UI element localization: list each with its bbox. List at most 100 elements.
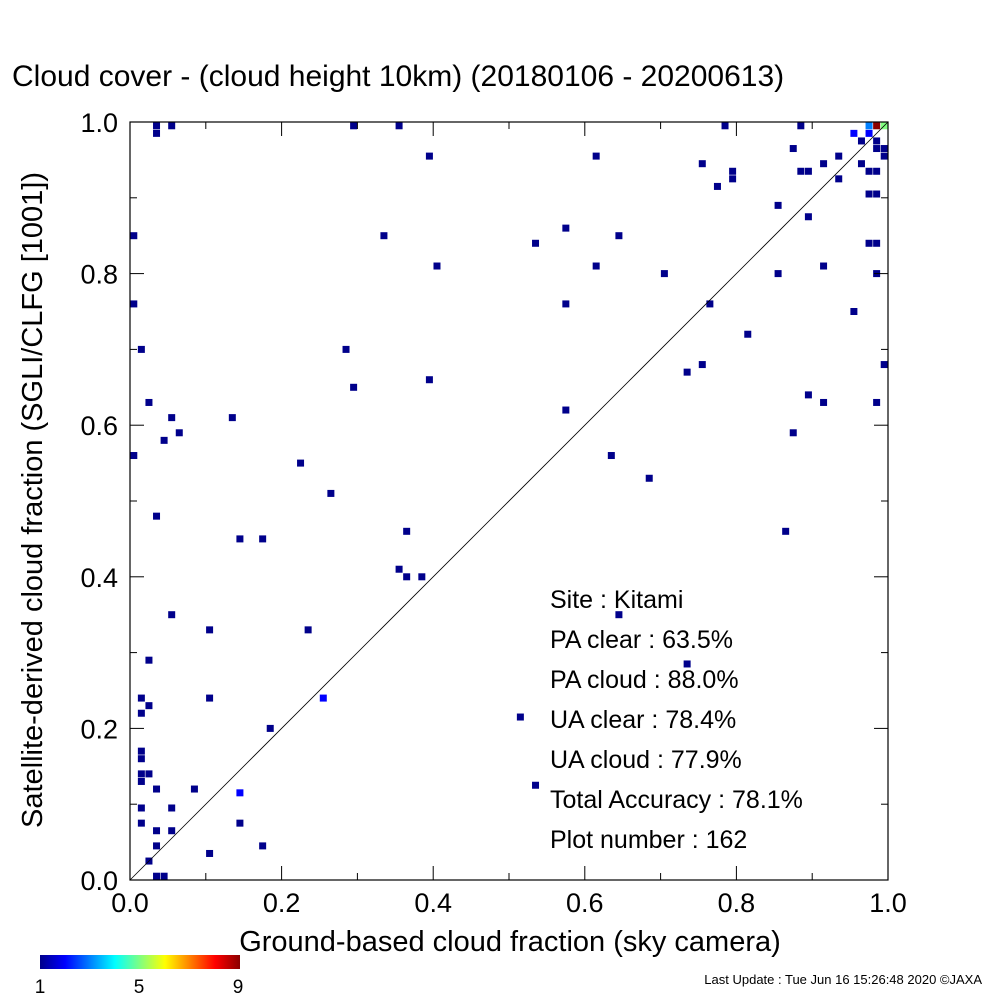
data-point — [592, 262, 600, 270]
data-point — [236, 535, 244, 543]
data-point — [153, 827, 161, 835]
y-tick-label: 0.6 — [80, 411, 118, 441]
data-point — [153, 785, 161, 793]
data-point — [865, 190, 873, 198]
data-point — [160, 436, 168, 444]
data-point — [835, 175, 843, 183]
data-point — [425, 376, 433, 384]
data-point — [804, 391, 812, 399]
data-point — [873, 137, 881, 145]
data-point — [865, 129, 873, 137]
data-point — [782, 527, 790, 535]
data-point — [850, 129, 858, 137]
data-point — [645, 474, 653, 482]
data-point — [418, 573, 426, 581]
data-point — [721, 122, 729, 130]
data-point — [153, 842, 161, 850]
data-point — [130, 452, 138, 460]
data-point — [532, 239, 540, 247]
x-tick-label: 0.0 — [111, 888, 149, 918]
data-point — [880, 145, 888, 153]
colorbar-min-label: 1 — [35, 977, 46, 998]
x-tick-label: 0.4 — [414, 888, 452, 918]
data-point — [425, 152, 433, 160]
data-point — [532, 781, 540, 789]
data-point — [865, 167, 873, 175]
y-tick-label: 0.0 — [80, 866, 118, 896]
colorbar — [40, 955, 240, 969]
data-point — [744, 330, 752, 338]
data-point — [873, 190, 881, 198]
data-point — [713, 182, 721, 190]
data-point — [266, 724, 274, 732]
x-tick-label: 0.8 — [718, 888, 756, 918]
data-point — [615, 232, 623, 240]
tick-marks — [129, 121, 889, 881]
data-point — [516, 713, 524, 721]
data-point — [562, 406, 570, 414]
x-tick-label: 0.6 — [566, 888, 604, 918]
stat-line: PA clear : 63.5% — [550, 626, 733, 654]
x-axis-label: Ground-based cloud fraction (sky camera) — [239, 926, 781, 958]
data-point — [774, 270, 782, 278]
data-point — [729, 175, 737, 183]
y-tick-labels: 0.0 0.2 0.4 0.6 0.8 1.0 — [80, 108, 118, 896]
y-tick-label: 0.4 — [80, 563, 118, 593]
data-point — [137, 709, 145, 717]
data-point — [153, 122, 161, 130]
data-point — [797, 167, 805, 175]
data-point — [683, 660, 691, 668]
data-point — [850, 308, 858, 315]
data-point — [228, 414, 236, 422]
data-point — [137, 770, 145, 778]
data-point — [857, 137, 865, 145]
data-point — [698, 361, 706, 369]
data-point — [380, 232, 388, 240]
stat-line: Plot number : 162 — [550, 826, 747, 854]
data-point — [835, 152, 843, 160]
data-point — [880, 361, 888, 369]
data-point — [236, 819, 244, 827]
data-point — [873, 145, 881, 153]
data-point — [342, 345, 350, 353]
stats-panel: Site : Kitami PA clear : 63.5% PA cloud : … — [550, 586, 803, 854]
data-point — [137, 777, 145, 785]
data-point — [350, 122, 358, 130]
x-tick-label: 1.0 — [869, 888, 907, 918]
data-point — [137, 755, 145, 763]
x-tick-label: 0.2 — [263, 888, 301, 918]
points-layer — [130, 122, 888, 880]
data-point — [395, 565, 403, 573]
data-point — [175, 429, 183, 437]
data-point — [145, 398, 153, 406]
data-point — [145, 656, 153, 664]
data-point — [789, 145, 797, 153]
x-tick-labels: 0.0 0.2 0.4 0.6 0.8 1.0 — [111, 888, 907, 918]
colorbar-max-label: 9 — [233, 977, 244, 998]
data-point — [137, 819, 145, 827]
y-tick-label: 0.8 — [80, 260, 118, 290]
data-point — [137, 804, 145, 812]
data-point — [206, 849, 214, 857]
data-point — [873, 398, 881, 406]
data-point — [774, 201, 782, 209]
data-point — [433, 262, 441, 270]
data-point — [683, 368, 691, 376]
data-point — [615, 611, 623, 619]
data-point — [873, 167, 881, 175]
stat-line: UA cloud : 77.9% — [550, 746, 742, 774]
data-point — [206, 626, 214, 634]
data-point — [168, 827, 176, 835]
data-point — [145, 702, 153, 710]
data-point — [873, 239, 881, 247]
data-point — [857, 160, 865, 168]
data-point — [168, 611, 176, 619]
data-point — [820, 160, 828, 168]
data-point — [168, 414, 176, 422]
data-point — [304, 626, 312, 634]
data-point — [327, 489, 335, 497]
data-point — [236, 789, 244, 797]
data-point — [153, 512, 161, 520]
stat-line: Total Accuracy : 78.1% — [550, 786, 803, 814]
